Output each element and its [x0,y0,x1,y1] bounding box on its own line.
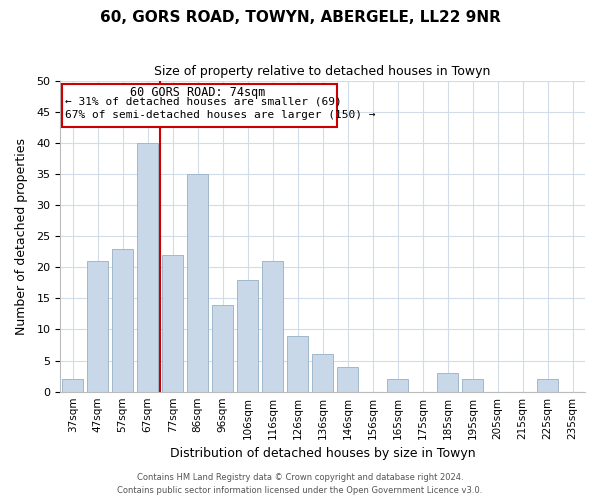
Bar [287,336,308,392]
Text: 60 GORS ROAD: 74sqm: 60 GORS ROAD: 74sqm [130,86,265,98]
Bar [462,379,483,392]
Bar [437,373,458,392]
Bar [212,304,233,392]
Y-axis label: Number of detached properties: Number of detached properties [15,138,28,334]
X-axis label: Distribution of detached houses by size in Towyn: Distribution of detached houses by size … [170,447,475,460]
Text: 67% of semi-detached houses are larger (150) →: 67% of semi-detached houses are larger (… [65,110,376,120]
Text: Contains HM Land Registry data © Crown copyright and database right 2024.
Contai: Contains HM Land Registry data © Crown c… [118,474,482,495]
Bar [262,261,283,392]
Bar [62,379,83,392]
Bar [337,367,358,392]
Bar [237,280,258,392]
FancyBboxPatch shape [62,84,337,127]
Bar [387,379,408,392]
Title: Size of property relative to detached houses in Towyn: Size of property relative to detached ho… [154,65,491,78]
Text: ← 31% of detached houses are smaller (69): ← 31% of detached houses are smaller (69… [65,96,342,106]
Bar [137,143,158,392]
Bar [87,261,108,392]
Bar [112,248,133,392]
Bar [187,174,208,392]
Bar [537,379,558,392]
Text: 60, GORS ROAD, TOWYN, ABERGELE, LL22 9NR: 60, GORS ROAD, TOWYN, ABERGELE, LL22 9NR [100,10,500,25]
Bar [162,255,183,392]
Bar [312,354,333,392]
